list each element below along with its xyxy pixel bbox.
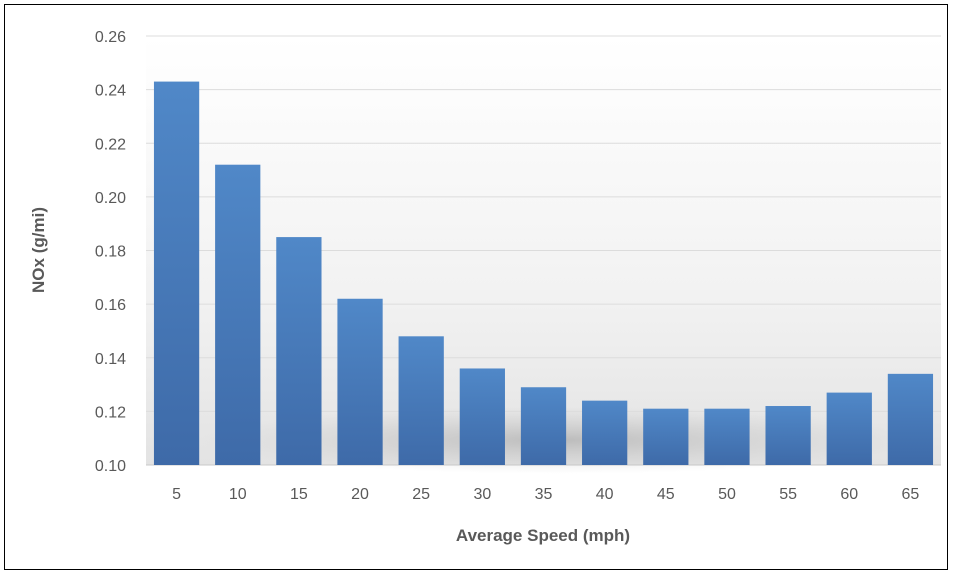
y-tick-label: 0.12 xyxy=(95,404,126,421)
bar-65 xyxy=(887,373,934,465)
bars-group xyxy=(153,81,934,466)
bar-45 xyxy=(643,408,689,465)
bar-25 xyxy=(398,336,444,465)
bar-30 xyxy=(459,368,505,465)
x-tick-label: 30 xyxy=(473,486,491,503)
x-tick-label: 50 xyxy=(718,486,736,503)
x-tick-label: 5 xyxy=(172,486,181,503)
x-tick-label: 20 xyxy=(351,486,369,503)
x-tick-label: 55 xyxy=(779,486,797,503)
y-tick-label: 0.24 xyxy=(95,83,126,100)
x-tick-label: 40 xyxy=(596,486,614,503)
y-tick-label: 0.18 xyxy=(95,244,126,261)
x-tick-label: 60 xyxy=(840,486,858,503)
y-tick-label: 0.16 xyxy=(95,297,126,314)
bar-50 xyxy=(704,408,750,465)
y-tick-label: 0.14 xyxy=(95,351,126,368)
x-axis-title: Average Speed (mph) xyxy=(456,526,630,545)
y-tick-label: 0.26 xyxy=(95,29,126,46)
y-tick-label: 0.10 xyxy=(95,458,126,475)
y-tick-label: 0.20 xyxy=(95,190,126,207)
bar-15 xyxy=(276,237,322,465)
bar-5 xyxy=(153,81,200,466)
y-tick-label: 0.22 xyxy=(95,136,126,153)
x-tick-labels: 5 10 15 20 25 30 35 40 45 50 55 60 65 xyxy=(172,486,919,503)
x-tick-label: 10 xyxy=(229,486,247,503)
bar-10 xyxy=(215,164,261,465)
x-tick-label: 65 xyxy=(902,486,920,503)
bar-35 xyxy=(520,387,567,465)
bar-40 xyxy=(582,400,628,465)
bar-60 xyxy=(826,392,872,465)
x-tick-label: 45 xyxy=(657,486,675,503)
bar-20 xyxy=(337,298,383,465)
x-tick-label: 15 xyxy=(290,486,308,503)
x-tick-label: 35 xyxy=(535,486,553,503)
y-tick-labels: 0.10 0.12 0.14 0.16 0.18 0.20 0.22 0.24 0.26 xyxy=(95,29,126,475)
bar-55 xyxy=(765,406,811,465)
x-tick-label: 25 xyxy=(412,486,430,503)
y-axis-title: NOx (g/mi) xyxy=(29,207,48,293)
